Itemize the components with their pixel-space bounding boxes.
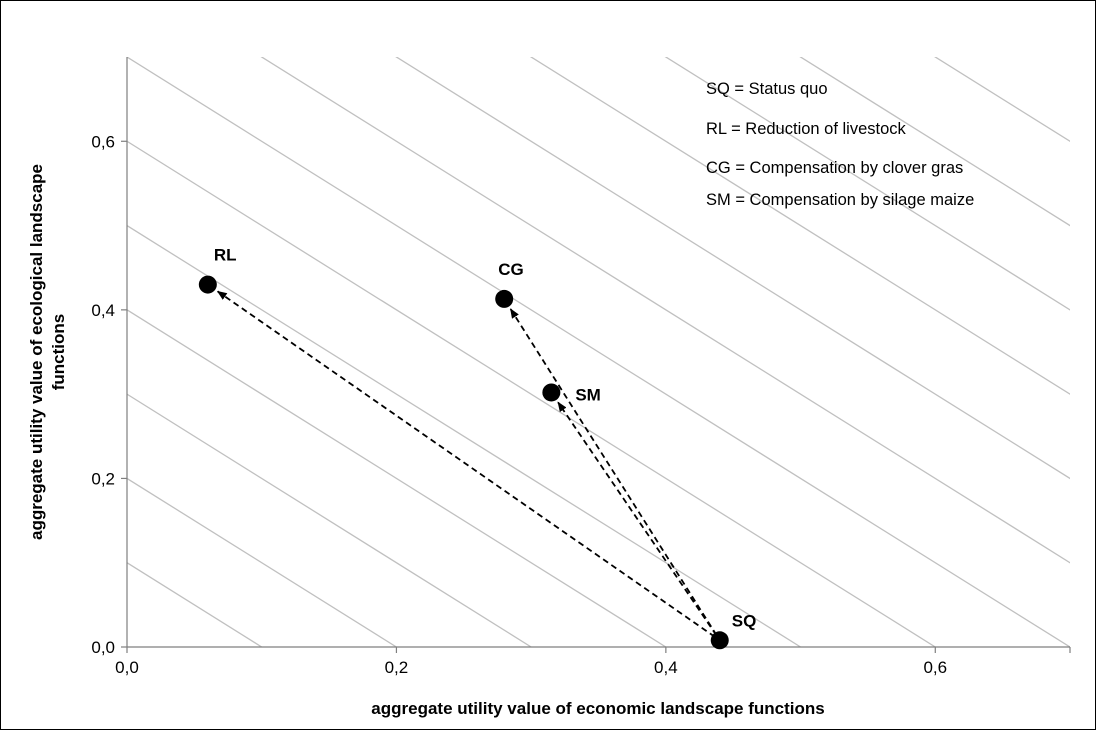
point-sq xyxy=(710,631,729,650)
x-tick-label-3: 0,6 xyxy=(923,658,947,677)
iso-line-group xyxy=(127,57,1070,647)
x-axis-title: aggregate utility value of economic land… xyxy=(371,699,824,718)
point-rl xyxy=(198,275,217,294)
point-cg xyxy=(495,289,514,308)
y-axis-title-line-1: aggregate utility value of ecological la… xyxy=(27,164,46,540)
point-label-sq: SQ xyxy=(732,611,757,630)
y-axis-title-line-2: functions xyxy=(49,314,68,391)
y-tick-label-2: 0,4 xyxy=(91,301,115,320)
iso-line-7 xyxy=(260,57,1070,564)
iso-line-5 xyxy=(127,140,936,647)
point-label-sm: SM xyxy=(575,385,601,404)
iso-line-6 xyxy=(127,57,1070,647)
iso-line-10 xyxy=(664,57,1070,311)
iso-line-4 xyxy=(127,225,801,647)
arrow-group xyxy=(216,290,718,638)
iso-line-9 xyxy=(529,57,1070,395)
iso-line-3 xyxy=(127,309,667,647)
y-tick-label-0: 0,0 xyxy=(91,638,115,657)
y-tick-label-3: 0,6 xyxy=(91,132,115,151)
y-tick-label-1: 0,2 xyxy=(91,469,115,488)
point-label-rl: RL xyxy=(214,246,237,265)
iso-line-1 xyxy=(127,477,397,647)
arrow-sq-to-rl xyxy=(216,290,716,638)
iso-line-12 xyxy=(934,57,1070,143)
point-sm xyxy=(542,383,561,402)
x-tick-label-2: 0,4 xyxy=(654,658,678,677)
iso-line-11 xyxy=(799,57,1070,227)
iso-line-2 xyxy=(127,393,532,647)
arrow-sq-to-sm xyxy=(557,401,718,636)
legend: SQ = Status quo RL = Reduction of livesto… xyxy=(706,80,974,209)
legend-item-2: CG = Compensation by clover gras xyxy=(706,159,963,177)
legend-item-0: SQ = Status quo xyxy=(706,80,828,98)
x-tick-label-0: 0,0 xyxy=(115,658,139,677)
axes: 0,0 0,2 0,4 0,6 0,0 0,2 0,4 0,6 xyxy=(91,57,1071,677)
iso-line-0 xyxy=(127,562,263,647)
legend-item-3: SM = Compensation by silage maize xyxy=(706,191,974,209)
point-label-cg: CG xyxy=(498,260,524,279)
arrow-sq-to-cg xyxy=(509,308,718,636)
x-tick-label-1: 0,2 xyxy=(385,658,409,677)
iso-line-8 xyxy=(395,57,1070,480)
legend-item-1: RL = Reduction of livestock xyxy=(706,120,907,138)
point-group: SQ RL CG SM xyxy=(198,246,757,650)
